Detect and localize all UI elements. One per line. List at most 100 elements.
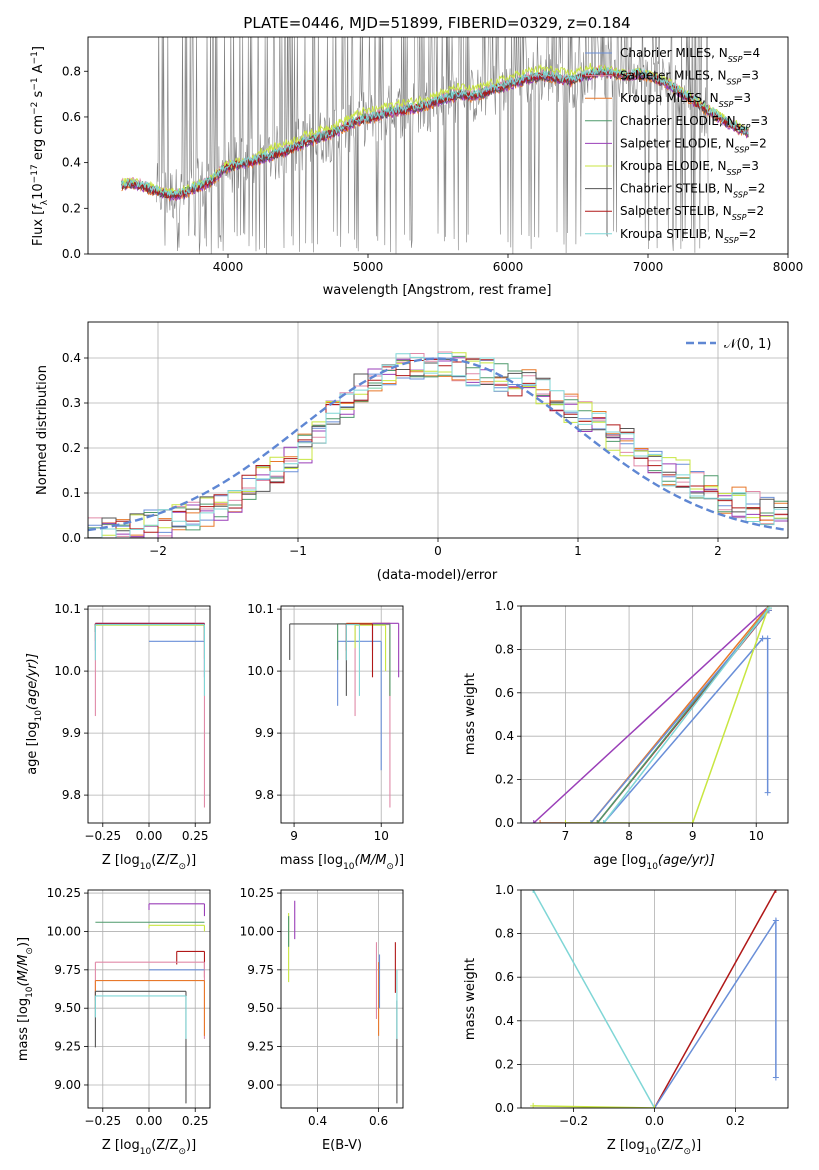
x-axis-label-3: Z [log10(Z/Z⊙)]: [102, 853, 196, 872]
label-part: −1: [30, 77, 40, 90]
axes-1: 4000 5000 6000 7000 8000 0.0 0.2 0.4 0.6 0.8: [62, 36, 804, 274]
y-tick-label: 10.1: [54, 602, 81, 616]
y-axis-label-2: Normed distribution: [35, 365, 50, 495]
y-tick-label: 10.00: [240, 924, 274, 938]
x-tick-label: 7: [562, 829, 570, 843]
label-part: )]: [16, 937, 31, 947]
x-axis-label-4: mass [log10(M/M⊙)]: [280, 853, 404, 872]
x-tick-label: 0.4: [308, 1114, 327, 1128]
legend-sub: SSP: [727, 168, 742, 177]
x-tick-label: −0.25: [84, 1114, 121, 1128]
x-tick-label: 9: [689, 829, 697, 843]
x-tick-label: 8000: [773, 260, 804, 274]
legend-label-3: Chabrier ELODIE, NSSP=3: [620, 114, 768, 132]
label-part: )]: [186, 1138, 196, 1153]
label-part: )]: [394, 853, 404, 868]
legend-sub: SSP: [727, 77, 742, 86]
label-part: (Z/Z: [151, 1138, 178, 1153]
y-tick-label: 0.6: [62, 110, 81, 124]
label-part: λ: [40, 199, 50, 205]
legend-text: Chabrier STELIB, N: [620, 182, 733, 196]
x-tick-label: 4000: [213, 260, 244, 274]
zweight-marker-chabrier_miles: [772, 917, 779, 924]
legend-label-6: Chabrier STELIB, NSSP=2: [620, 182, 765, 200]
legend-label-1: Salpeter MILES, NSSP=3: [620, 69, 759, 87]
y-tick-label: 0.4: [62, 156, 81, 170]
y-tick-label: 0.1: [62, 486, 81, 500]
axes-2: −2 −1 0 1 2 0.0 0.1 0.2 0.3 0.4: [62, 321, 789, 558]
y-tick-label: 9.00: [247, 1078, 274, 1092]
label-part: ⊙: [178, 1147, 186, 1157]
zweight-marker-salpeter_stelib: [772, 890, 779, 893]
weight-marker-kroupa_stelib: [600, 820, 607, 823]
x-tick-label: 9: [290, 829, 298, 843]
x-tick-label: 1: [574, 544, 582, 558]
label-part: age [log: [25, 722, 40, 775]
legend-text: Salpeter MILES, N: [620, 69, 727, 83]
plot-area: [289, 622, 400, 808]
legend-label-0: Chabrier MILES, NSSP=4: [620, 46, 760, 64]
x-tick-label: 0.0: [645, 1114, 664, 1128]
axes-6: −0.25 0.00 0.25 9.00 9.25 9.50 9.75 10.00 10.25: [47, 886, 211, 1128]
label-part: 10: [645, 1147, 657, 1157]
weight-marker-kroupa_elodie: [562, 820, 569, 823]
label-part: (age/yr)]: [658, 853, 715, 868]
y-tick-label: 0.6: [495, 686, 514, 700]
zweight-line-kroupa_stelib: [532, 890, 656, 1108]
label-part: Z [log: [102, 853, 140, 868]
x-tick-label: 0.00: [136, 829, 163, 843]
label-part: 10: [25, 986, 35, 998]
axes-8: −0.2 0.0 0.2 0.0 0.2 0.4 0.6 0.8 1.0: [495, 883, 789, 1128]
x-tick-label: −2: [149, 544, 167, 558]
y-tick-label: 10.00: [47, 924, 81, 938]
weight-marker-salpeter_elodie: [530, 820, 537, 823]
legend-label-2: Kroupa MILES, NSSP=3: [620, 91, 751, 109]
y-tick-label: 0.0: [495, 1101, 514, 1115]
label-part: −2: [30, 102, 40, 115]
y-tick-label: 0.2: [495, 1057, 514, 1071]
y-tick-label: 0.3: [62, 396, 81, 410]
weight-line-kroupa_miles: [540, 606, 770, 823]
label-part: (age/yr)]: [25, 653, 40, 710]
x-tick-label: −0.25: [84, 829, 121, 843]
legend-val: =4: [742, 46, 760, 60]
weight-line-kroupa_stelib: [603, 607, 770, 823]
x-tick-label: −1: [289, 544, 307, 558]
legend-text: Chabrier ELODIE, N: [620, 114, 736, 128]
legend-label-4: Salpeter ELODIE, NSSP=2: [620, 136, 767, 154]
x-axis-label-2: (data-model)/error: [377, 568, 498, 583]
plot-area: [94, 622, 206, 808]
x-tick-label: 0.6: [369, 1114, 388, 1128]
y-tick-label: 0.0: [495, 816, 514, 830]
weight-marker-chabrier_miles: [764, 635, 771, 642]
legend-val: =2: [746, 204, 764, 218]
x-tick-label: 10: [749, 829, 764, 843]
legend-val: =2: [739, 227, 757, 241]
legend-text: Kroupa STELIB, N: [620, 227, 724, 241]
legend-val: =2: [748, 182, 766, 196]
legend-sub: SSP: [728, 55, 743, 64]
x-tick-label: 0.00: [136, 1114, 163, 1128]
axes-frame: [87, 36, 789, 255]
weight-line-salpeter_elodie: [533, 606, 770, 823]
x-tick-label: 6000: [493, 260, 524, 274]
legend-sub: SSP: [719, 100, 734, 109]
x-tick-label: 0.2: [726, 1114, 745, 1128]
legend-gauss-label: 𝒩(0, 1): [724, 337, 771, 352]
weight-line-chabrier_miles: [603, 637, 769, 823]
label-part: A: [31, 64, 46, 77]
label-part: ⊙: [25, 947, 35, 955]
y-axis-label: Flux [fλ10−17 erg cm−2 s−1 A−1]: [30, 46, 50, 246]
y-tick-label: 10.0: [54, 664, 81, 678]
label-part: 10: [140, 862, 152, 872]
weight-marker-chabrier_miles: [764, 789, 771, 796]
plot-area: [288, 900, 398, 1104]
histogram-kroupa_stelib: [88, 353, 788, 538]
label-part: (Z/Z: [656, 1138, 683, 1153]
y-tick-label: 0.4: [62, 351, 81, 365]
weight-line-kroupa_elodie: [565, 606, 770, 823]
label-part: Z [log: [102, 1138, 140, 1153]
gaussian-curve: [88, 357, 788, 532]
y-tick-label: 9.9: [62, 726, 81, 740]
label-part: mass [log: [280, 853, 343, 868]
